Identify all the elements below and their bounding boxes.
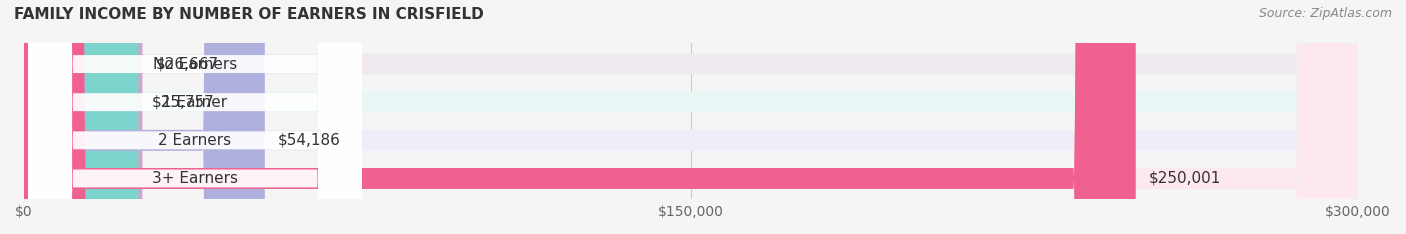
FancyBboxPatch shape xyxy=(24,0,1358,234)
Text: 2 Earners: 2 Earners xyxy=(159,133,232,148)
FancyBboxPatch shape xyxy=(24,0,264,234)
Text: Source: ZipAtlas.com: Source: ZipAtlas.com xyxy=(1258,7,1392,20)
FancyBboxPatch shape xyxy=(24,0,138,234)
FancyBboxPatch shape xyxy=(28,0,361,234)
FancyBboxPatch shape xyxy=(28,0,361,234)
Text: 1 Earner: 1 Earner xyxy=(163,95,228,110)
FancyBboxPatch shape xyxy=(24,0,1136,234)
Text: $54,186: $54,186 xyxy=(278,133,342,148)
FancyBboxPatch shape xyxy=(24,0,1358,234)
FancyBboxPatch shape xyxy=(24,0,142,234)
Text: $25,757: $25,757 xyxy=(152,95,215,110)
FancyBboxPatch shape xyxy=(24,0,1358,234)
Text: 3+ Earners: 3+ Earners xyxy=(152,171,238,186)
FancyBboxPatch shape xyxy=(24,0,1358,234)
FancyBboxPatch shape xyxy=(28,0,361,234)
Text: FAMILY INCOME BY NUMBER OF EARNERS IN CRISFIELD: FAMILY INCOME BY NUMBER OF EARNERS IN CR… xyxy=(14,7,484,22)
Text: No Earners: No Earners xyxy=(153,57,238,72)
FancyBboxPatch shape xyxy=(28,0,361,234)
Text: $250,001: $250,001 xyxy=(1149,171,1222,186)
Text: $26,667: $26,667 xyxy=(156,57,219,72)
